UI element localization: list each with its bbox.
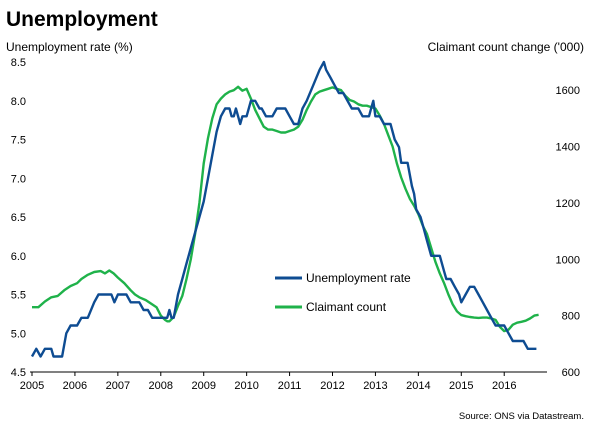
source-note: Source: ONS via Datastream. (459, 411, 584, 422)
right-axis-label: Claimant count change ('000) (428, 40, 584, 54)
x-tick-label-2005: 2005 (20, 380, 44, 392)
y-right-tick-label-800: 800 (562, 311, 580, 323)
left-axis: 4.5 5.0 5.5 6.0 6.5 7.0 7.5 8.0 8.5 (11, 57, 26, 379)
y-left-tick-label-8.5: 8.5 (11, 57, 26, 69)
y-left-tick-label-4.5: 4.5 (11, 367, 26, 379)
x-tick-label-2015: 2015 (449, 380, 473, 392)
y-right-tick-label-1400: 1400 (556, 142, 580, 154)
x-tick-label-2007: 2007 (106, 380, 130, 392)
x-axis: 2005 2006 2007 2008 2009 2010 2011 2012 2013 2014… (20, 372, 516, 392)
legend: Unemployment rate Claimant count (275, 271, 411, 314)
x-tick-label-2010: 2010 (234, 380, 258, 392)
y-left-tick-label-7.5: 7.5 (11, 135, 26, 147)
x-tick-label-2016: 2016 (492, 380, 516, 392)
y-right-tick-label-1000: 1000 (556, 254, 580, 266)
x-tick-label-2012: 2012 (320, 380, 344, 392)
y-left-tick-label-8.0: 8.0 (11, 96, 26, 108)
y-left-tick-label-7.0: 7.0 (11, 173, 26, 185)
y-left-tick-label-5.5: 5.5 (11, 290, 26, 302)
y-right-tick-label-1600: 1600 (556, 85, 580, 97)
x-tick-label-2008: 2008 (149, 380, 173, 392)
series-line-claimant-count (32, 85, 539, 333)
y-left-tick-label-6.0: 6.0 (11, 251, 26, 263)
y-left-tick-label-5.0: 5.0 (11, 328, 26, 340)
y-left-tick-label-6.5: 6.5 (11, 212, 26, 224)
y-right-tick-label-1200: 1200 (556, 198, 580, 210)
series-line-unemployment-rate (30, 60, 537, 358)
chart-title: Unemployment (6, 8, 158, 31)
x-tick-label-2006: 2006 (63, 380, 87, 392)
legend-label-claimant-count: Claimant count (306, 300, 387, 314)
x-tick-label-2009: 2009 (191, 380, 215, 392)
x-tick-label-2013: 2013 (363, 380, 387, 392)
y-right-tick-label-600: 600 (562, 367, 580, 379)
x-tick-label-2011: 2011 (278, 380, 302, 392)
right-axis: 600 800 1000 1200 1400 1600 (556, 85, 580, 379)
legend-label-unemployment-rate: Unemployment rate (306, 271, 411, 285)
left-axis-label: Unemployment rate (%) (6, 40, 133, 54)
x-tick-label-2014: 2014 (406, 380, 430, 392)
